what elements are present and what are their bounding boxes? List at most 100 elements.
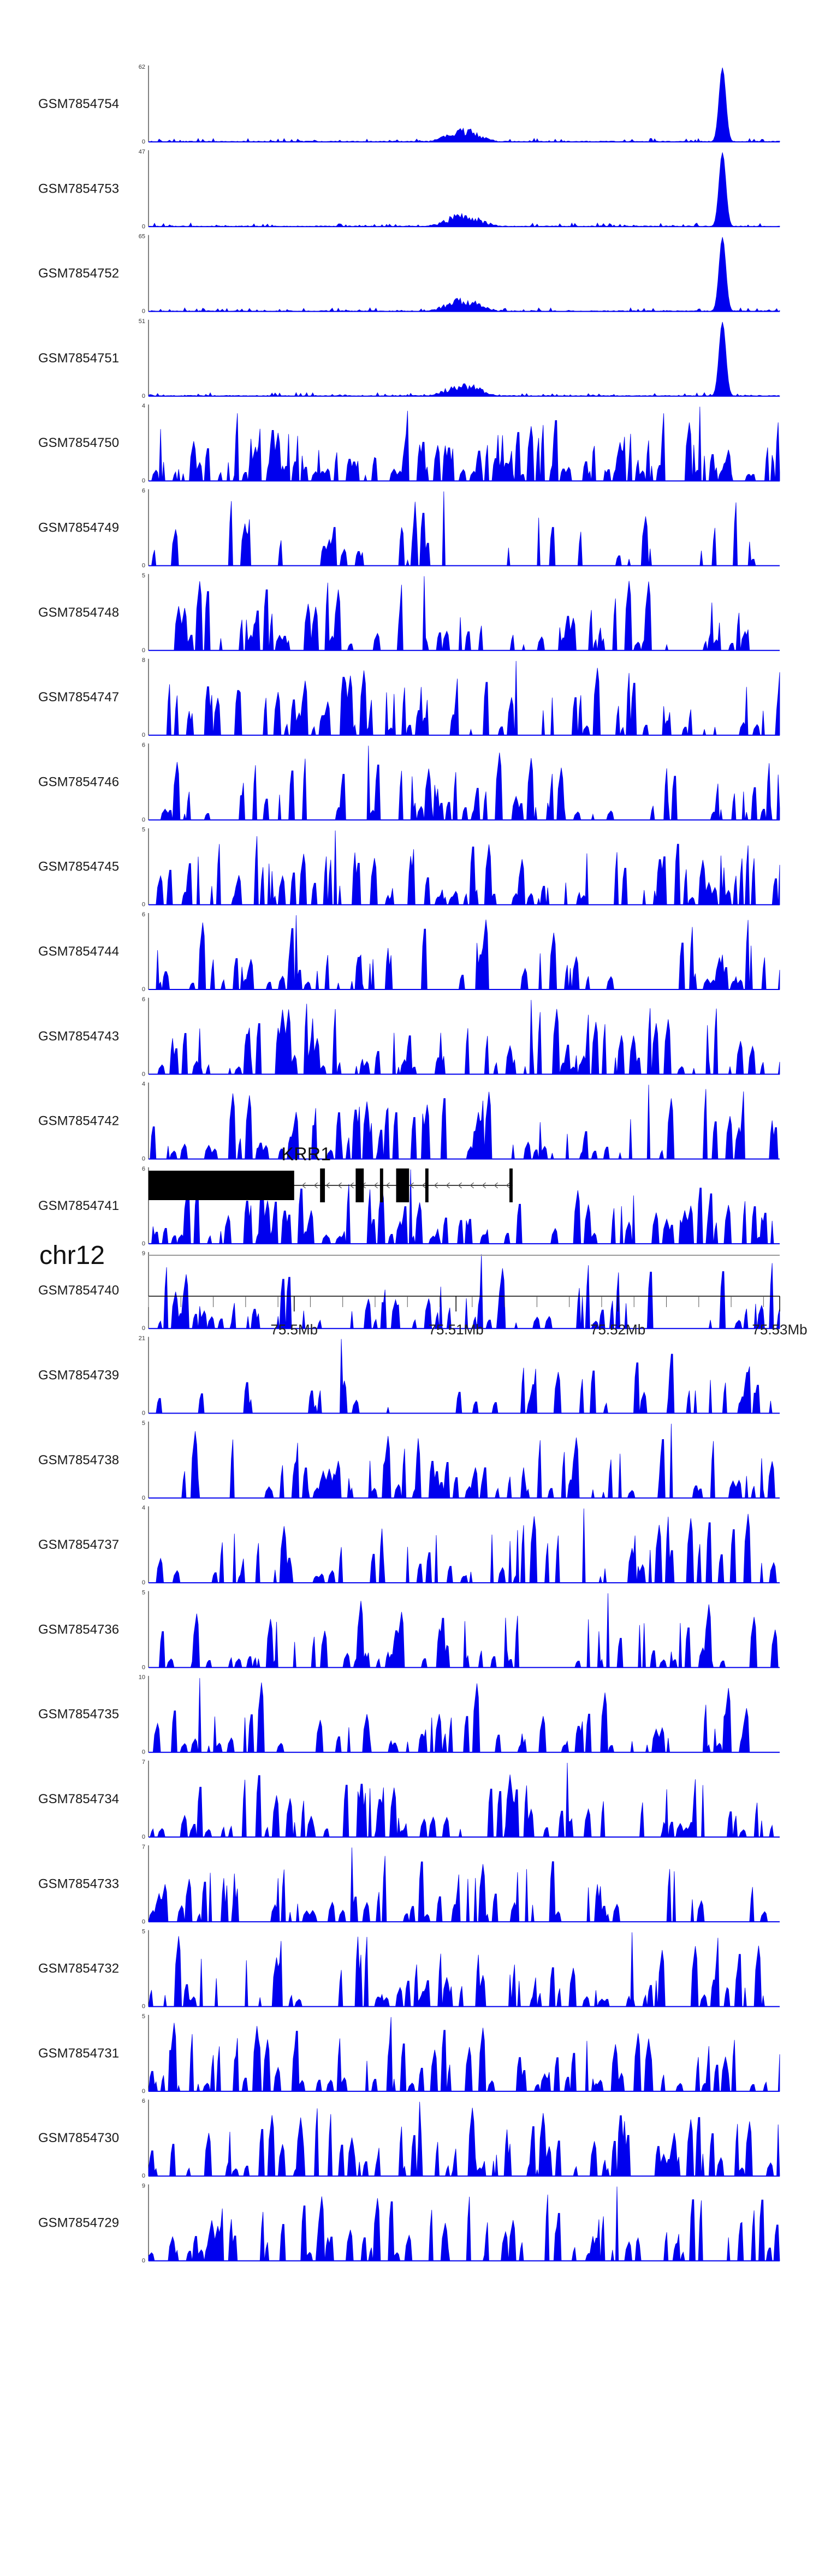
coverage-area — [148, 1847, 780, 1922]
track-label: GSM7854730 — [38, 2131, 119, 2145]
coverage-area — [148, 1932, 780, 2007]
y-min-label: 0 — [142, 816, 145, 823]
strand-chevron — [482, 1182, 486, 1189]
y-max-label: 5 — [142, 2013, 145, 2020]
track-label: GSM7854731 — [38, 2046, 119, 2061]
coverage-area — [149, 1084, 780, 1159]
y-max-label: 6 — [142, 742, 145, 748]
track-GSM7854740: GSM7854740 9 0 — [38, 1250, 780, 1332]
track-label: GSM7854752 — [38, 266, 119, 281]
tick-label: 75.52Mb — [590, 1321, 645, 1338]
track-label: GSM7854729 — [38, 2216, 119, 2231]
y-max-label: 5 — [142, 1929, 145, 1935]
track-GSM7854751: GSM7854751 51 0 — [38, 318, 780, 399]
track-GSM7854732: GSM7854732 5 0 — [38, 1929, 780, 2010]
strand-chevron — [506, 1182, 510, 1189]
track-label: GSM7854737 — [38, 1537, 119, 1552]
track-label: GSM7854732 — [38, 1961, 119, 1976]
y-min-label: 0 — [142, 223, 145, 230]
track-GSM7854748: GSM7854748 5 0 — [38, 573, 780, 654]
track-label: GSM7854739 — [38, 1368, 119, 1383]
y-min-label: 0 — [142, 393, 145, 399]
track-label: GSM7854743 — [38, 1029, 119, 1043]
coverage-area — [149, 1254, 780, 1329]
track-label: GSM7854734 — [38, 1792, 119, 1806]
track-label: GSM7854745 — [38, 860, 119, 874]
track-label: GSM7854736 — [38, 1622, 119, 1637]
coverage-area — [149, 830, 780, 905]
y-max-label: 7 — [142, 1844, 145, 1850]
strand-chevron — [410, 1182, 414, 1189]
tick-label: 75.5Mb — [270, 1321, 318, 1338]
coverage-area — [149, 576, 780, 651]
y-max-label: 6 — [142, 488, 145, 494]
track-label: GSM7854740 — [38, 1283, 119, 1298]
y-min-label: 0 — [142, 563, 145, 569]
track-label: GSM7854748 — [38, 605, 119, 620]
coverage-area — [148, 237, 780, 312]
track-label: GSM7854746 — [38, 774, 119, 789]
y-min-label: 0 — [142, 2173, 145, 2179]
y-min-label: 0 — [142, 2258, 145, 2264]
y-min-label: 0 — [142, 1749, 145, 1756]
tick-label: 75.51Mb — [429, 1321, 484, 1338]
y-min-label: 0 — [142, 308, 145, 315]
y-min-label: 0 — [142, 732, 145, 738]
y-max-label: 7 — [142, 1759, 145, 1766]
track-GSM7854752: GSM7854752 65 0 — [38, 234, 780, 315]
track-GSM7854745: GSM7854745 5 0 — [38, 827, 780, 908]
track-label: GSM7854735 — [38, 1707, 119, 1722]
track-label: GSM7854738 — [38, 1453, 119, 1468]
y-max-label: 4 — [142, 403, 145, 409]
strand-chevron — [313, 1182, 318, 1189]
y-min-label: 0 — [142, 1241, 145, 1247]
y-max-label: 5 — [142, 1589, 145, 1596]
track-label: GSM7854753 — [38, 181, 119, 196]
y-min-label: 0 — [142, 1071, 145, 1077]
y-min-label: 0 — [142, 1918, 145, 1925]
y-min-label: 0 — [142, 1579, 145, 1586]
track-label: GSM7854754 — [38, 97, 119, 111]
coverage-area — [149, 1762, 780, 1838]
y-max-label: 9 — [142, 1250, 145, 1257]
y-min-label: 0 — [142, 2003, 145, 2010]
coverage-area — [149, 746, 780, 820]
track-GSM7854744: GSM7854744 6 0 — [38, 911, 780, 993]
y-max-label: 62 — [139, 64, 145, 70]
y-max-label: 6 — [142, 996, 145, 1003]
gene-annotation-track: KRR1 — [149, 1144, 513, 1202]
y-min-label: 0 — [142, 1664, 145, 1671]
exon-5 — [396, 1168, 410, 1202]
y-min-label: 0 — [142, 478, 145, 484]
coverage-area — [148, 2102, 780, 2177]
y-max-label: 5 — [142, 573, 145, 579]
track-label: GSM7854741 — [38, 1198, 119, 1213]
track-label: GSM7854750 — [38, 436, 119, 450]
strand-chevron — [337, 1182, 342, 1189]
y-max-label: 6 — [142, 911, 145, 918]
y-min-label: 0 — [142, 1495, 145, 1501]
strand-chevron — [385, 1182, 390, 1189]
coverage-area — [148, 2017, 780, 2092]
track-GSM7854731: GSM7854731 5 0 — [38, 2013, 780, 2095]
coverage-tracks: GSM7854754620GSM7854753470GSM7854752650G… — [38, 64, 780, 2264]
track-GSM7854749: GSM7854749 6 0 — [38, 488, 780, 569]
strand-chevron — [434, 1182, 438, 1189]
y-min-label: 0 — [142, 2088, 145, 2095]
exon-2 — [320, 1168, 325, 1202]
y-max-label: 21 — [139, 1335, 145, 1342]
strand-chevron — [349, 1182, 354, 1189]
chromosome-label: chr12 — [39, 1241, 105, 1270]
y-max-label: 10 — [139, 1674, 145, 1681]
track-GSM7854747: GSM7854747 8 0 — [38, 657, 780, 738]
track-GSM7854742: GSM7854742 4 0 — [38, 1081, 780, 1162]
track-GSM7854739: GSM7854739 21 0 — [38, 1335, 780, 1417]
track-GSM7854754: GSM7854754 62 0 — [38, 64, 780, 145]
coverage-area — [148, 67, 780, 142]
y-max-label: 4 — [142, 1505, 145, 1511]
y-min-label: 0 — [142, 986, 145, 993]
y-min-label: 0 — [142, 1325, 145, 1332]
track-GSM7854736: GSM7854736 5 0 — [38, 1589, 780, 1671]
track-GSM7854738: GSM7854738 5 0 — [38, 1420, 780, 1501]
